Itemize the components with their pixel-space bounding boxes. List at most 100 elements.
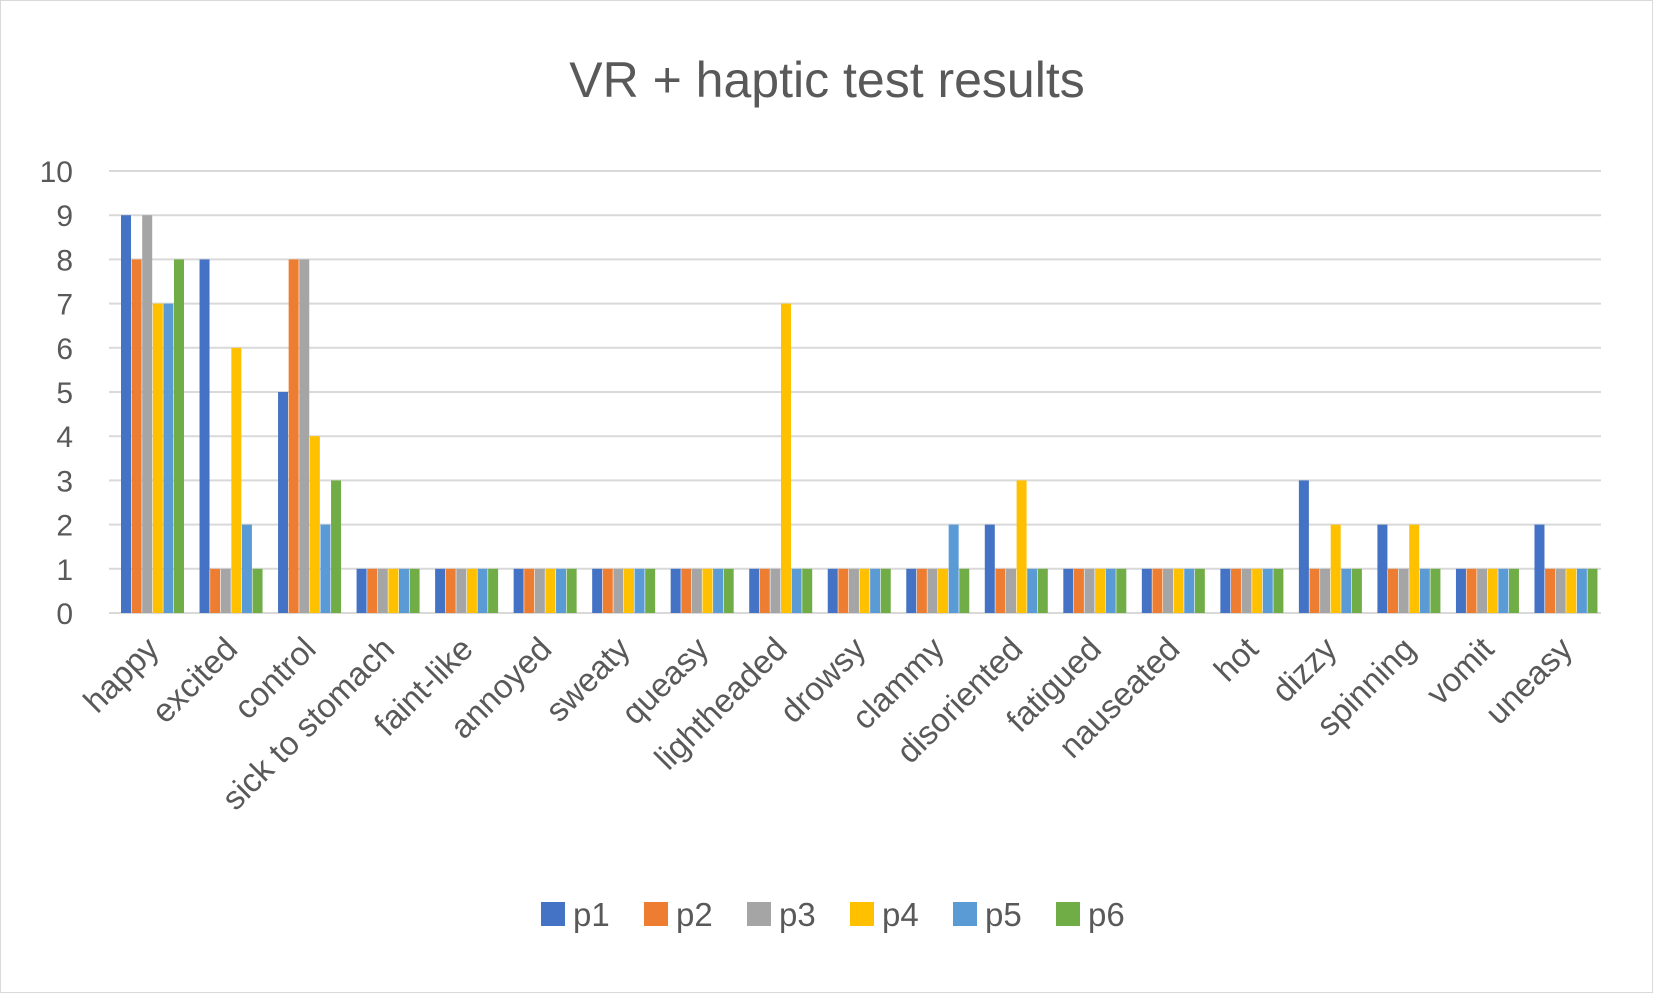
bar-p3: [691, 568, 702, 613]
bar-p1: [1063, 568, 1074, 613]
bar-p4: [1409, 524, 1420, 613]
legend-label-p4: p4: [882, 896, 919, 933]
bar-p6: [566, 568, 577, 613]
bar-p1: [1455, 568, 1466, 613]
bar-p5: [1184, 568, 1195, 613]
bar-p5: [477, 568, 488, 613]
bar-p6: [959, 568, 970, 613]
legend-swatch-p2: [644, 902, 668, 926]
bar-p3: [534, 568, 545, 613]
bar-p1: [1298, 480, 1309, 613]
bar-p6: [1273, 568, 1284, 613]
bar-p4: [1330, 524, 1341, 613]
x-tick-label: uneasy: [1478, 629, 1580, 731]
bar-p1: [827, 568, 838, 613]
bar-p4: [623, 568, 634, 613]
bar-p3: [1163, 568, 1174, 613]
bar-p3: [770, 568, 781, 613]
bar-p5: [1576, 568, 1587, 613]
bar-p5: [1498, 568, 1509, 613]
bar-p4: [781, 303, 792, 613]
bar-p4: [231, 347, 242, 613]
bar-p5: [320, 524, 331, 613]
bar-p2: [916, 568, 927, 613]
bar-p1: [749, 568, 760, 613]
bar-p1: [278, 392, 289, 613]
bar-p2: [838, 568, 849, 613]
bar-p1: [121, 215, 131, 613]
x-tick-label: hot: [1207, 630, 1266, 689]
bar-p2: [1388, 568, 1399, 613]
bar-p6: [645, 568, 656, 613]
bar-p3: [1005, 568, 1016, 613]
bar-p4: [859, 568, 870, 613]
bar-p6: [880, 568, 891, 613]
bar-p2: [1545, 568, 1556, 613]
bar-p2: [1309, 568, 1320, 613]
bar-p6: [331, 480, 342, 613]
bar-p5: [634, 568, 645, 613]
bar-p5: [163, 303, 174, 613]
y-tick-label: 7: [56, 289, 73, 322]
bar-p3: [456, 568, 467, 613]
y-tick-label: 2: [56, 510, 73, 543]
bar-p3: [1320, 568, 1331, 613]
legend-label-p3: p3: [779, 896, 816, 933]
bar-p6: [1116, 568, 1127, 613]
bar-p4: [702, 568, 713, 613]
legend-label-p1: p1: [573, 896, 610, 933]
bar-p1: [1534, 524, 1545, 613]
bar-p5: [1105, 568, 1116, 613]
bar-p3: [142, 215, 153, 613]
bar-p4: [388, 568, 399, 613]
bar-p4: [1095, 568, 1106, 613]
bar-p2: [759, 568, 770, 613]
bar-p3: [377, 568, 388, 613]
legend-label-p5: p5: [985, 896, 1022, 933]
bar-p6: [252, 568, 263, 613]
bar-p6: [488, 568, 499, 613]
bar-p4: [938, 568, 949, 613]
bar-p2: [210, 568, 221, 613]
bar-p4: [309, 436, 320, 613]
y-axis-ticks: 0 1 2 3 4 5 6 7 8 9 10: [40, 156, 73, 631]
bar-p2: [1152, 568, 1163, 613]
bar-p1: [199, 259, 210, 613]
bar-p2: [995, 568, 1006, 613]
bar-p6: [1037, 568, 1048, 613]
bar-p1: [984, 524, 995, 613]
y-tick-label: 0: [56, 598, 73, 631]
y-tick-label: 9: [56, 200, 73, 233]
bar-p1: [906, 568, 917, 613]
bar-p4: [1173, 568, 1184, 613]
bar-p5: [1262, 568, 1273, 613]
bar-p2: [445, 568, 456, 613]
chart-title: VR + haptic test results: [569, 52, 1085, 108]
bar-p5: [870, 568, 881, 613]
bar-p5: [241, 524, 252, 613]
bar-p2: [288, 259, 299, 613]
bar-p1: [435, 568, 446, 613]
bar-p6: [1430, 568, 1441, 613]
bar-p3: [1398, 568, 1409, 613]
bar-p6: [723, 568, 734, 613]
bar-p3: [927, 568, 938, 613]
bar-p2: [1466, 568, 1477, 613]
bar-p5: [791, 568, 802, 613]
legend-swatch-p4: [850, 902, 874, 926]
bar-p3: [613, 568, 624, 613]
bar-p2: [681, 568, 692, 613]
bar-p5: [713, 568, 724, 613]
bar-p3: [1477, 568, 1488, 613]
bar-p4: [1252, 568, 1263, 613]
bar-p1: [1141, 568, 1152, 613]
bar-p5: [556, 568, 567, 613]
bar-p4: [152, 303, 163, 613]
legend: p1 p2 p3 p4 p5 p6: [541, 896, 1125, 933]
bar-p1: [513, 568, 524, 613]
bar-p1: [670, 568, 681, 613]
legend-swatch-p1: [541, 902, 565, 926]
bar-p5: [948, 524, 959, 613]
